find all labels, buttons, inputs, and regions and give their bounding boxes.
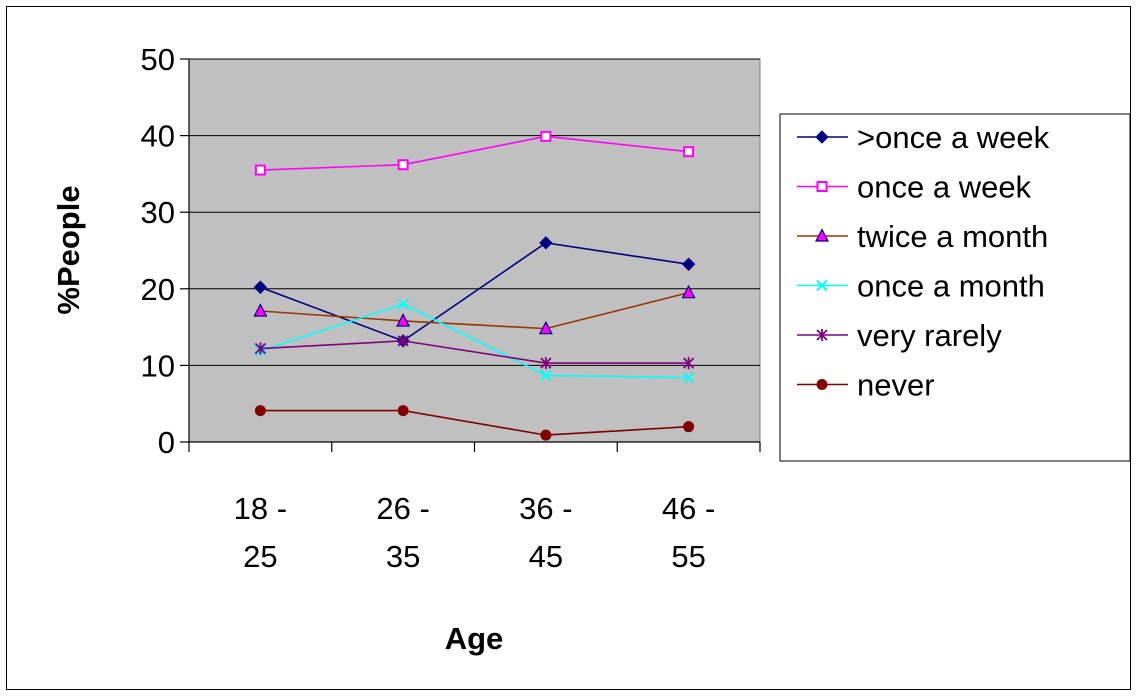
data-point [254, 164, 266, 176]
data-point [397, 334, 409, 347]
legend-marker [815, 130, 829, 144]
data-point [681, 284, 696, 299]
legend-item: once a month [797, 269, 1045, 304]
legend-label: >once a week [857, 120, 1050, 155]
legend-marker [816, 379, 828, 390]
series-line [260, 340, 689, 364]
x-axis-ticks: 18 - 25 26 - 35 36 - 45 46 - 55 [188, 442, 761, 574]
data-point [681, 257, 696, 271]
y-tick-label: 30 [141, 195, 175, 230]
x-tick-label: 46 - [662, 491, 715, 526]
data-point [682, 357, 695, 370]
data-point [540, 429, 552, 441]
data-point [253, 280, 268, 294]
data-point [397, 159, 409, 171]
legend-item: once a week [797, 170, 1032, 205]
data-point [683, 421, 695, 433]
y-tick-label: 20 [141, 272, 175, 307]
series-line [260, 242, 689, 342]
legend-marker [816, 329, 828, 341]
legend-label: very rarely [857, 318, 1002, 353]
series-4 [254, 334, 695, 370]
data-point [540, 130, 552, 142]
data-point [538, 320, 553, 335]
legend-label: twice a month [857, 219, 1048, 254]
data-point [682, 371, 695, 384]
x-axis-label: Age [445, 621, 504, 656]
legend-item: very rarely [797, 318, 1002, 353]
data-point [254, 342, 267, 355]
data-point [540, 357, 552, 370]
series-2 [253, 284, 696, 335]
y-axis-ticks: 0 10 20 30 40 50 [141, 42, 189, 460]
data-point [254, 405, 266, 417]
series-line [260, 291, 689, 330]
data-point [253, 303, 268, 317]
legend-marker [816, 279, 828, 292]
legend-marker [816, 181, 828, 192]
legend-label: once a month [857, 269, 1045, 304]
data-point [397, 298, 409, 310]
legend-item: >once a week [797, 120, 1050, 155]
x-tick-label: 18 - [234, 491, 287, 526]
series-1 [254, 130, 695, 176]
data-point [683, 146, 695, 158]
legend: >once a week once a week twice a month once… [779, 113, 1131, 462]
series-line [260, 135, 689, 171]
x-tick-label: 45 [529, 539, 563, 574]
x-tick-label: 55 [671, 539, 705, 574]
data-point [396, 313, 411, 327]
y-tick-label: 10 [141, 348, 175, 383]
data-point [397, 405, 409, 417]
series-layer [253, 130, 696, 441]
y-tick-label: 0 [158, 425, 175, 460]
x-tick-label: 35 [386, 539, 420, 574]
data-point [540, 369, 552, 382]
y-tick-label: 40 [141, 119, 175, 154]
plot-area [188, 58, 761, 443]
series-line [260, 409, 689, 436]
x-tick-label: 25 [243, 539, 277, 574]
y-tick-label: 50 [141, 42, 175, 77]
series-line [260, 303, 689, 379]
series-5 [254, 405, 695, 441]
legend-marker [815, 228, 829, 242]
gridlines [189, 58, 760, 366]
legend-box [779, 113, 1131, 462]
x-tick-label: 36 - [519, 491, 572, 526]
data-point [539, 236, 553, 250]
x-tick-label: 26 - [376, 491, 429, 526]
legend-label: once a week [857, 170, 1032, 205]
y-axis-label: %People [51, 185, 86, 314]
legend-label: never [857, 368, 935, 403]
legend-item: never [797, 368, 935, 403]
legend-item: twice a month [797, 219, 1048, 254]
